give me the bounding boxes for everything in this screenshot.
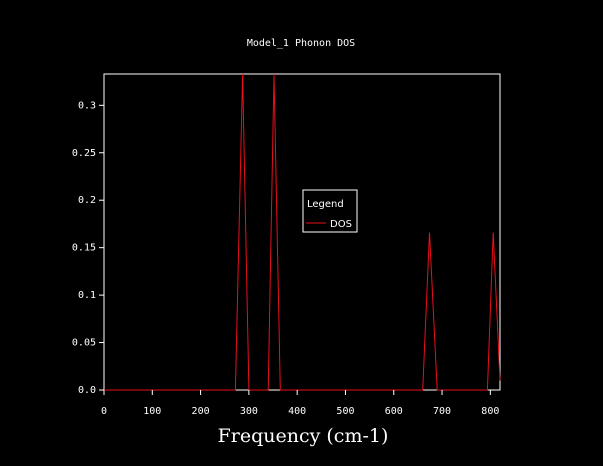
x-tick-label: 300 <box>240 406 258 417</box>
x-tick-label: 0 <box>101 406 107 417</box>
legend[interactable]: Legend DOS <box>302 189 358 233</box>
x-tick-label: 500 <box>336 406 354 417</box>
x-tick-label: 600 <box>385 406 403 417</box>
chart-title: Model_1 Phonon DOS <box>247 38 355 49</box>
y-tick-label: 0.3 <box>78 100 96 111</box>
y-tick-label: 0.2 <box>78 195 96 206</box>
x-tick-label: 400 <box>288 406 306 417</box>
x-tick-label: 200 <box>192 406 210 417</box>
y-tick-label: 0.15 <box>72 243 96 254</box>
series-layer <box>104 73 501 391</box>
plot-frame <box>103 73 501 391</box>
y-tick-label: 0.05 <box>72 338 96 349</box>
plot-area <box>103 73 501 391</box>
axes-layer: 0 100 200 300 400 500 600 700 800 0.0 0.05 0.1 0.15 0… <box>72 100 499 417</box>
legend-box <box>302 189 358 233</box>
y-tick-label: 0.0 <box>78 385 96 396</box>
legend-title: Legend <box>307 199 344 210</box>
legend-entry-dos: DOS <box>330 219 352 230</box>
x-tick-label: 100 <box>143 406 161 417</box>
series-line-dos <box>104 73 501 391</box>
x-axis-label: Frequency (cm-1) <box>218 425 389 447</box>
x-tick-label: 800 <box>481 406 499 417</box>
x-tick-label: 700 <box>433 406 451 417</box>
y-tick-label: 0.25 <box>72 148 96 159</box>
y-tick-label: 0.1 <box>78 290 96 301</box>
